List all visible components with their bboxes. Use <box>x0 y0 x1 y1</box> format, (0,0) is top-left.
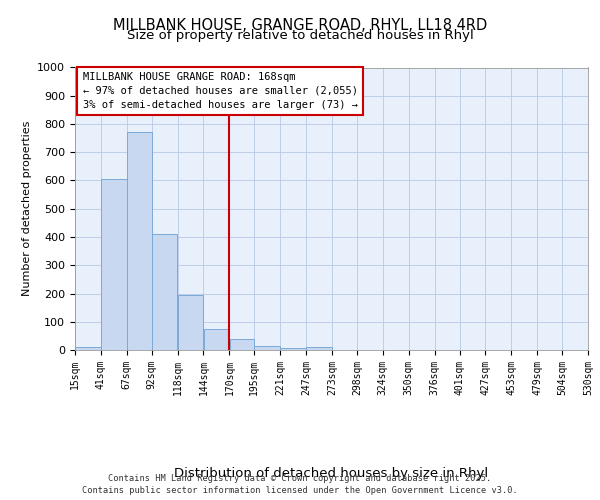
Bar <box>152 234 178 350</box>
Bar <box>75 346 101 350</box>
X-axis label: Distribution of detached houses by size in Rhyl: Distribution of detached houses by size … <box>175 467 488 480</box>
Bar <box>178 296 203 350</box>
Bar <box>203 329 229 350</box>
Bar <box>306 347 332 350</box>
Bar <box>280 348 306 350</box>
Y-axis label: Number of detached properties: Number of detached properties <box>22 121 32 296</box>
Text: MILLBANK HOUSE GRANGE ROAD: 168sqm
← 97% of detached houses are smaller (2,055)
: MILLBANK HOUSE GRANGE ROAD: 168sqm ← 97%… <box>83 72 358 110</box>
Text: Contains HM Land Registry data © Crown copyright and database right 2025.
Contai: Contains HM Land Registry data © Crown c… <box>82 474 518 495</box>
Bar <box>254 346 280 350</box>
Text: MILLBANK HOUSE, GRANGE ROAD, RHYL, LL18 4RD: MILLBANK HOUSE, GRANGE ROAD, RHYL, LL18 … <box>113 18 487 32</box>
Bar <box>230 338 254 350</box>
Text: Size of property relative to detached houses in Rhyl: Size of property relative to detached ho… <box>127 29 473 42</box>
Bar <box>127 132 152 350</box>
Bar <box>101 179 127 350</box>
